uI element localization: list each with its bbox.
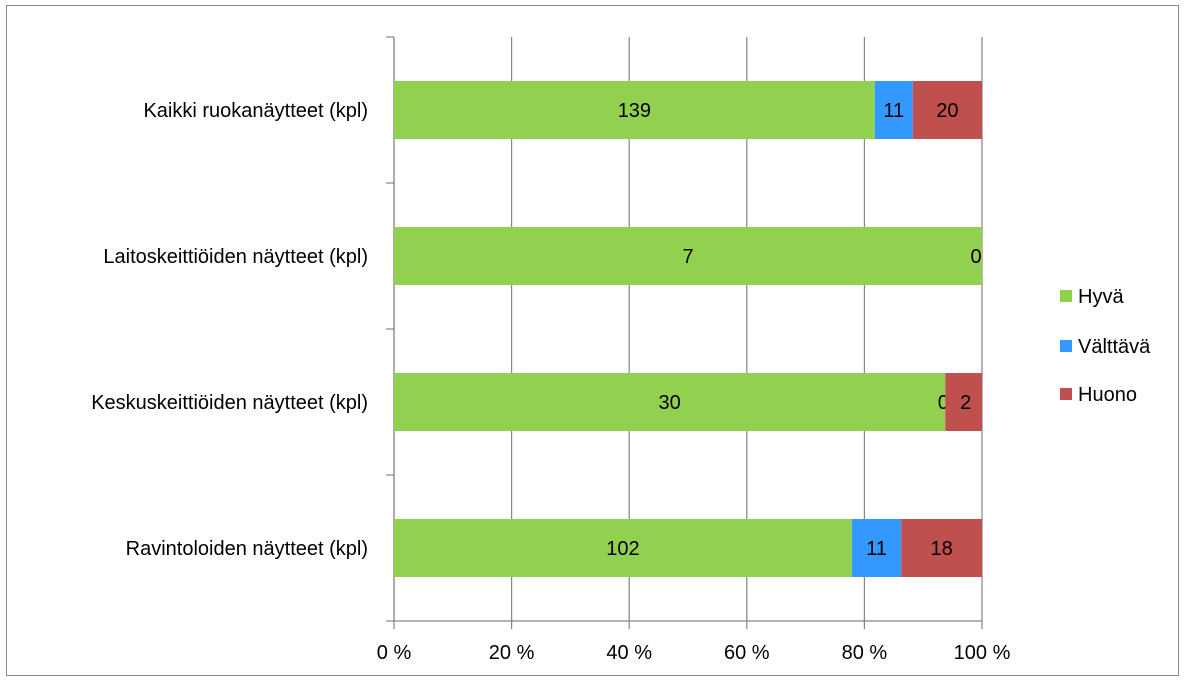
data-label: 11 [883, 100, 904, 122]
legend-label: Välttävä [1078, 336, 1151, 358]
legend-label: Huono [1078, 384, 1137, 406]
bar-segment-hyvä [394, 81, 875, 139]
x-tick-label: 40 % [606, 642, 652, 664]
data-label: 0 [938, 392, 949, 414]
bar-segment-huono [901, 519, 982, 577]
category-label: Laitoskeittiöiden näytteet (kpl) [103, 246, 368, 268]
bar-segment-huono [945, 373, 982, 431]
x-tick-label: 100 % [954, 642, 1011, 664]
bar-segment-hyvä [394, 519, 852, 577]
category-label: Kaikki ruokanäytteet (kpl) [143, 100, 368, 122]
data-label: 18 [930, 538, 952, 560]
x-tick-label: 60 % [724, 642, 770, 664]
x-tick-label: 80 % [842, 642, 888, 664]
bar-segment-hyvä [394, 227, 982, 285]
data-label: 11 [866, 538, 887, 560]
data-label: 7 [682, 246, 693, 268]
category-label: Ravintoloiden näytteet (kpl) [126, 538, 368, 560]
bar-segment-välttävä [851, 519, 902, 577]
bar-segment-huono [912, 81, 982, 139]
category-label: Keskuskeittiöiden näytteet (kpl) [91, 392, 368, 414]
data-label: 30 [659, 392, 681, 414]
x-tick-label: 20 % [489, 642, 535, 664]
data-label: 139 [618, 100, 651, 122]
data-label: 2 [960, 392, 971, 414]
legend-swatch-välttävä [1060, 340, 1072, 352]
data-label: 102 [606, 538, 639, 560]
legend-label: Hyvä [1078, 286, 1124, 308]
bar-segment-välttävä [874, 81, 913, 139]
data-label: 20 [936, 100, 958, 122]
legend-swatch-hyvä [1060, 290, 1072, 302]
data-label: 0 [970, 246, 981, 268]
x-tick-label: 0 % [377, 642, 412, 664]
bar-segment-hyvä [394, 373, 946, 431]
legend-swatch-huono [1060, 388, 1072, 400]
